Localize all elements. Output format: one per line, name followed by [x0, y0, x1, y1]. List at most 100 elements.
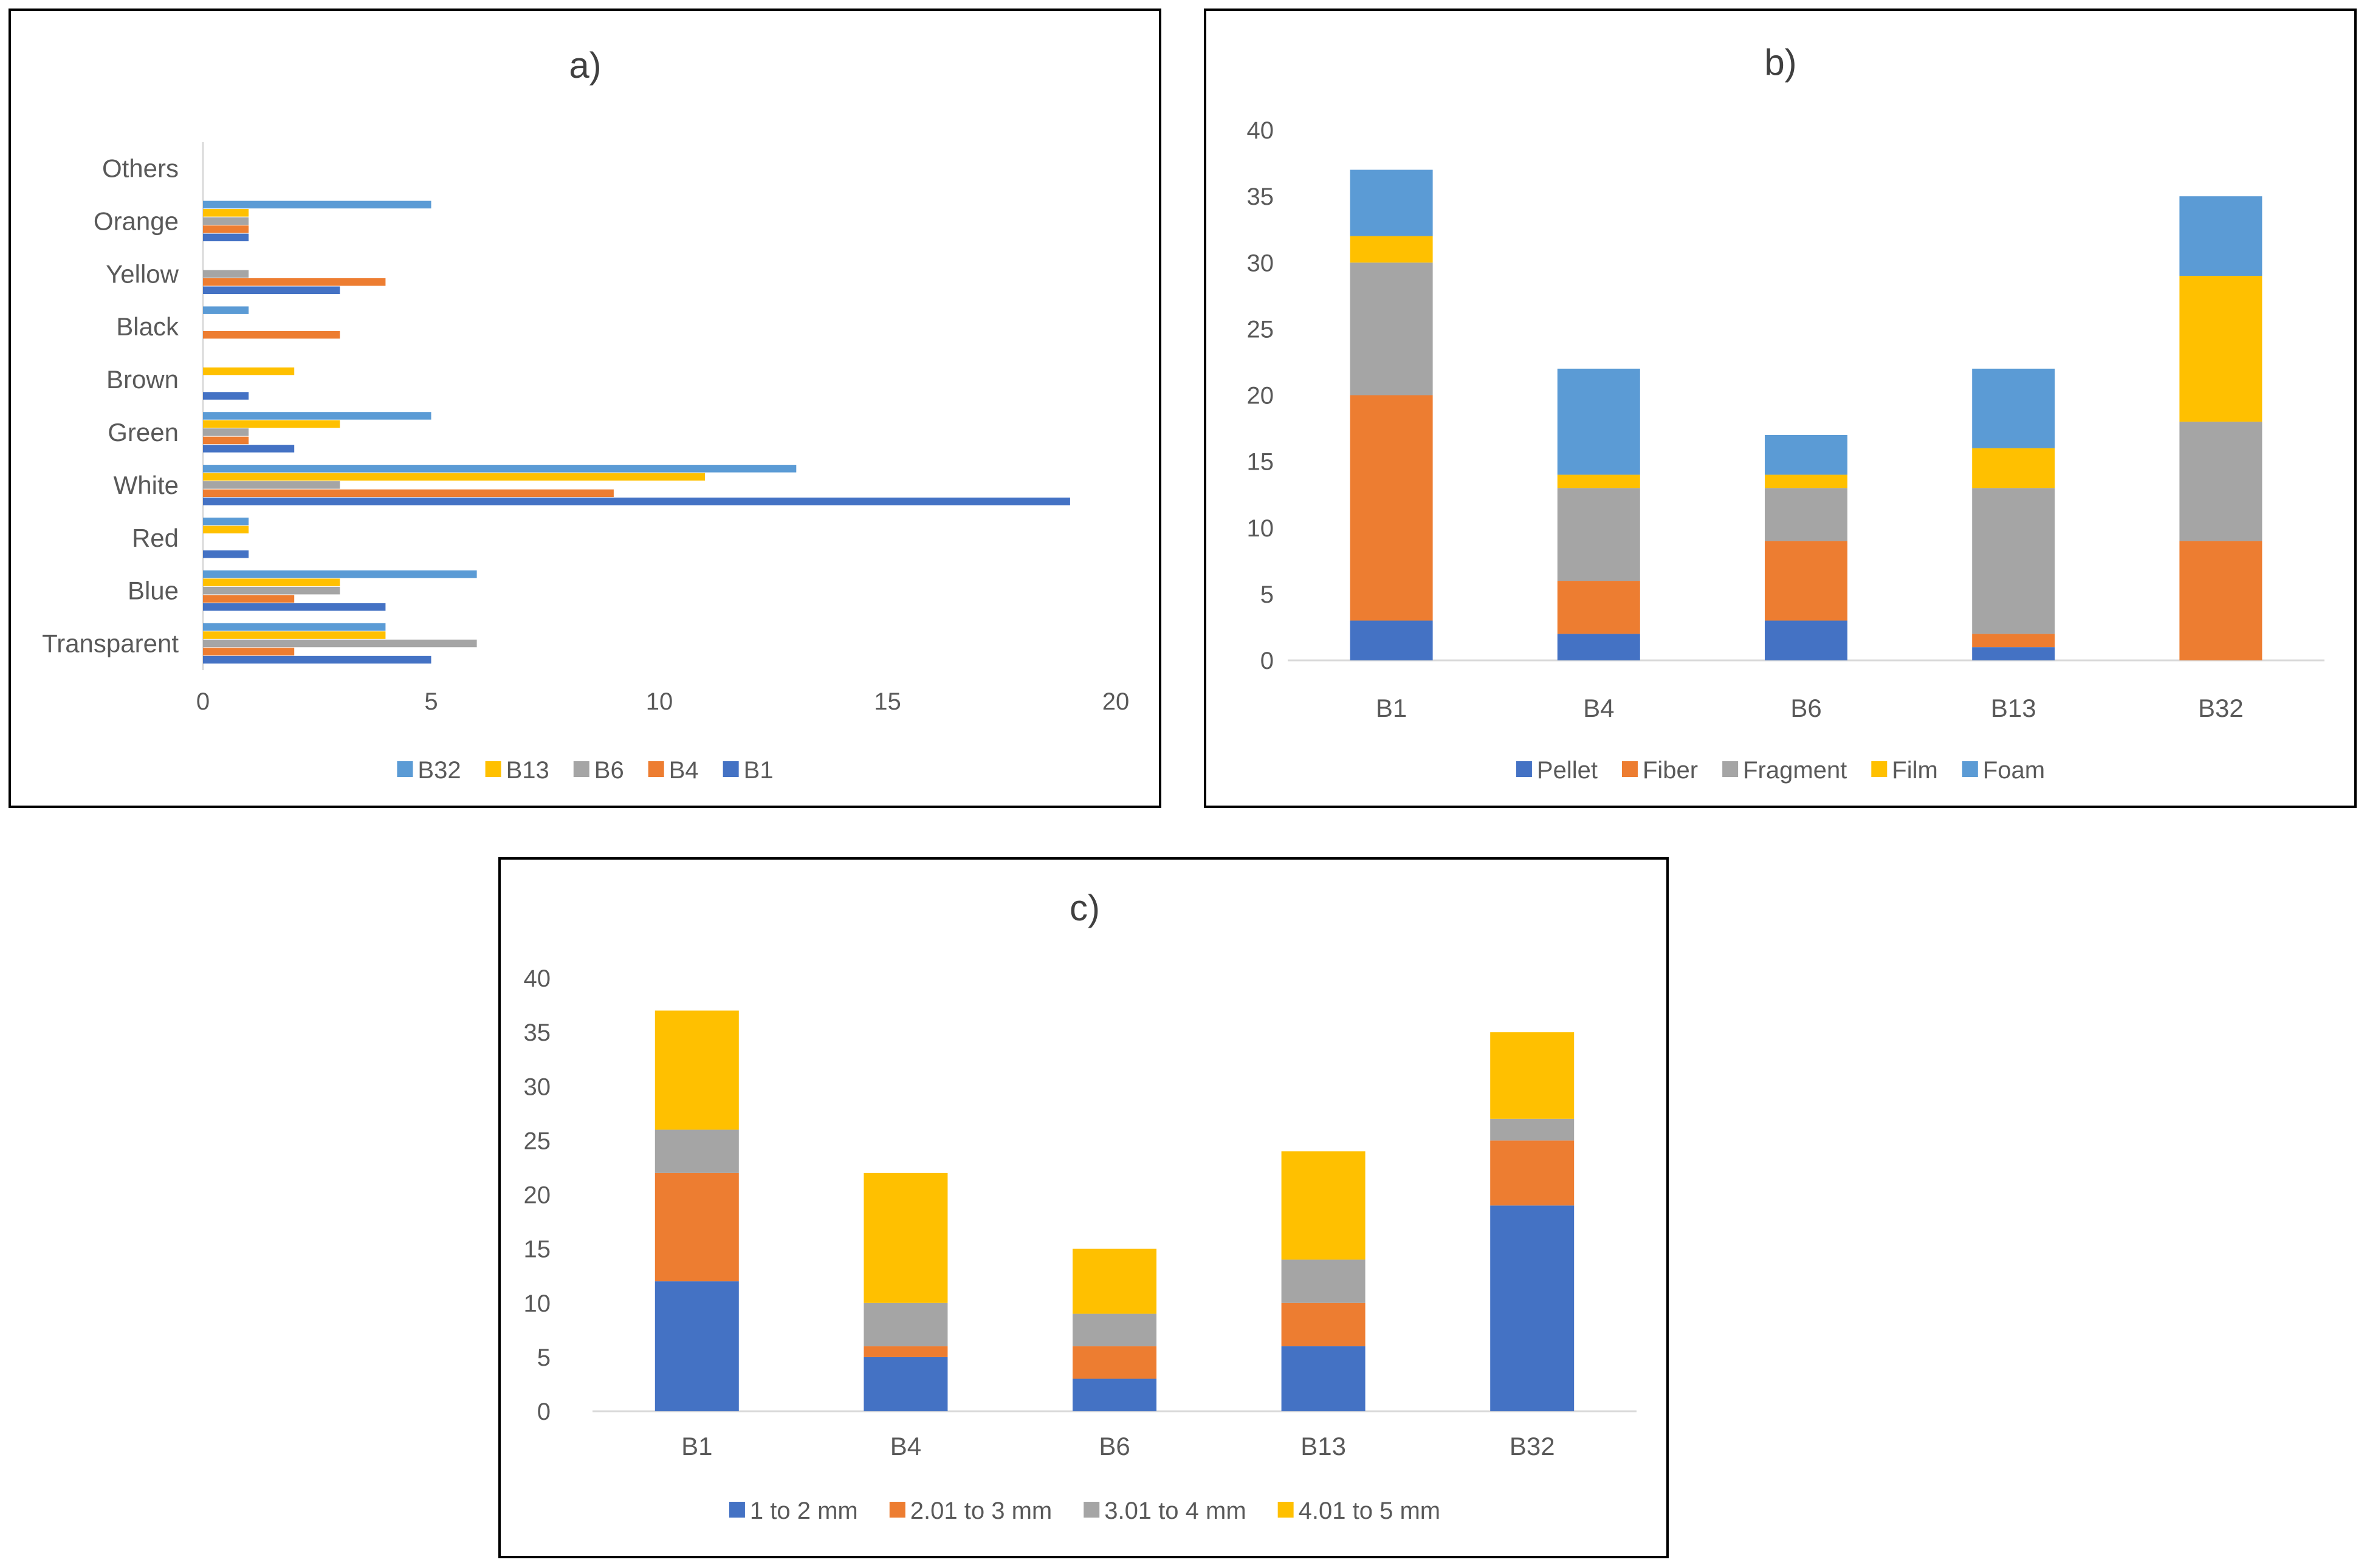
chart-c-title: c) — [1070, 888, 1100, 928]
segment-film-b4 — [1557, 474, 1640, 488]
segment-2-01-to-3-mm-b6 — [1073, 1346, 1156, 1379]
chart-a-title: a) — [569, 45, 601, 86]
segment-2-01-to-3-mm-b32 — [1490, 1140, 1575, 1206]
chart-a-category-yellow: Yellow — [106, 259, 179, 288]
legend-swatch-3-01-to-4-mm — [1084, 1502, 1100, 1518]
chart-a-x-tick-0: 0 — [196, 688, 210, 715]
bar-b4-green — [203, 436, 249, 445]
chart-a-plot: 0 5 10 15 20 Transparent Blue Red White Green Brow… — [42, 142, 1129, 715]
bar-b32-green — [203, 412, 431, 420]
legend-swatch-1-to-2-mm — [729, 1502, 745, 1518]
bar-b1-blue — [203, 603, 386, 611]
chart-c-svg: c) 0 5 10 15 20 25 30 35 40 B1 B4 B6 B13 B32 1 to 2 m… — [524, 888, 1637, 1524]
bar-b13-green — [203, 420, 340, 428]
segment-3-01-to-4-mm-b13 — [1281, 1259, 1366, 1303]
legend-swatch-b13 — [485, 761, 501, 777]
segment-pellet-b13 — [1972, 647, 2055, 660]
bar-b1-yellow — [203, 286, 340, 294]
segment-3-01-to-4-mm-b1 — [654, 1129, 739, 1173]
bar-b4-orange — [203, 225, 249, 233]
bar-b13-white — [203, 473, 706, 481]
legend-label-1-to-2-mm: 1 to 2 mm — [750, 1498, 858, 1524]
legend-label-3-01-to-4-mm: 3.01 to 4 mm — [1104, 1498, 1246, 1524]
legend-swatch-fragment — [1722, 761, 1739, 777]
bar-b13-blue — [203, 578, 340, 586]
legend-swatch-film — [1871, 761, 1888, 777]
bar-b6-blue — [203, 586, 340, 595]
legend-label-b6: B6 — [594, 757, 624, 784]
bar-b6-transparent — [203, 639, 477, 648]
bar-b32-red — [203, 518, 249, 526]
chart-b-category-b32: B32 — [2198, 694, 2244, 722]
chart-b-category-b4: B4 — [1583, 694, 1614, 722]
legend-swatch-4-01-to-5-mm — [1277, 1502, 1294, 1518]
legend-swatch-pellet — [1516, 761, 1532, 777]
segment-pellet-b4 — [1557, 634, 1640, 660]
segment-fragment-b6 — [1765, 488, 1847, 541]
chart-b-category-b6: B6 — [1790, 694, 1821, 722]
legend-swatch-foam — [1962, 761, 1978, 777]
segment-fiber-b32 — [2179, 541, 2262, 660]
bar-b13-brown — [203, 367, 295, 375]
chart-c-y-tick-35: 35 — [524, 1019, 551, 1046]
bar-b32-blue — [203, 570, 477, 578]
chart-b-y-tick-20: 20 — [1247, 383, 1274, 409]
legend-swatch-b4 — [648, 761, 664, 777]
legend-swatch-b1 — [723, 761, 739, 777]
bar-b13-transparent — [203, 631, 386, 639]
chart-b-y-tick-0: 0 — [1260, 648, 1274, 674]
segment-4-01-to-5-mm-b4 — [864, 1173, 948, 1303]
bar-b1-red — [203, 550, 249, 558]
legend-label-b1: B1 — [744, 757, 774, 784]
legend-label-foam: Foam — [1983, 757, 2045, 784]
chart-a-category-others: Others — [102, 154, 179, 182]
bar-b4-transparent — [203, 648, 295, 656]
chart-panel-a: a) 0 5 10 15 20 Transparent Blue Red White Green B… — [9, 9, 1161, 808]
legend-label-film: Film — [1892, 757, 1938, 784]
chart-a-category-blue: Blue — [128, 577, 179, 605]
segment-fragment-b4 — [1557, 488, 1640, 581]
segment-4-01-to-5-mm-b6 — [1073, 1248, 1156, 1314]
chart-b-plot: 0 5 10 15 20 25 30 35 40 B1 B4 B6 B13 B32 — [1247, 117, 2324, 722]
chart-panel-c: c) 0 5 10 15 20 25 30 35 40 B1 B4 B6 B13 B32 1 to 2 m… — [498, 857, 1669, 1558]
segment-1-to-2-mm-b1 — [654, 1281, 739, 1411]
legend-label-2-01-to-3-mm: 2.01 to 3 mm — [910, 1498, 1052, 1524]
chart-b-y-tick-5: 5 — [1260, 581, 1274, 608]
chart-c-legend: 1 to 2 mm 2.01 to 3 mm 3.01 to 4 mm 4.01 to… — [729, 1498, 1440, 1524]
bar-b1-brown — [203, 392, 249, 400]
bar-b4-yellow — [203, 278, 386, 286]
segment-film-b1 — [1350, 236, 1433, 263]
segment-film-b32 — [2179, 276, 2262, 422]
bar-b32-orange — [203, 200, 431, 209]
bar-b6-yellow — [203, 270, 249, 278]
chart-c-y-tick-15: 15 — [524, 1236, 551, 1263]
segment-film-b6 — [1765, 474, 1847, 488]
chart-c-y-tick-5: 5 — [537, 1344, 551, 1371]
segment-3-01-to-4-mm-b6 — [1073, 1313, 1156, 1347]
legend-label-b13: B13 — [506, 757, 549, 784]
segment-3-01-to-4-mm-b32 — [1490, 1118, 1575, 1141]
segment-2-01-to-3-mm-b4 — [864, 1346, 948, 1357]
legend-label-b4: B4 — [669, 757, 699, 784]
segment-fiber-b6 — [1765, 541, 1847, 621]
segment-4-01-to-5-mm-b13 — [1281, 1151, 1366, 1260]
chart-a-category-white: White — [114, 471, 179, 499]
segment-fragment-b1 — [1350, 262, 1433, 395]
chart-c-category-b13: B13 — [1300, 1432, 1346, 1460]
bar-b4-black — [203, 330, 340, 339]
chart-c-category-b4: B4 — [890, 1432, 921, 1460]
segment-1-to-2-mm-b4 — [864, 1357, 948, 1411]
chart-a-category-black: Black — [116, 312, 179, 341]
bar-b32-black — [203, 306, 249, 314]
segment-foam-b6 — [1765, 434, 1847, 475]
bar-b32-white — [203, 465, 797, 473]
chart-a-legend: B32 B13 B6 B4 B1 — [397, 757, 774, 784]
segment-fiber-b1 — [1350, 395, 1433, 621]
segment-fiber-b4 — [1557, 581, 1640, 634]
bar-b13-red — [203, 526, 249, 533]
segment-3-01-to-4-mm-b4 — [864, 1303, 948, 1347]
legend-swatch-fiber — [1621, 761, 1638, 777]
chart-a-category-brown: Brown — [106, 365, 179, 394]
segment-fragment-b13 — [1972, 488, 2055, 634]
chart-a-x-tick-10: 10 — [646, 688, 673, 715]
